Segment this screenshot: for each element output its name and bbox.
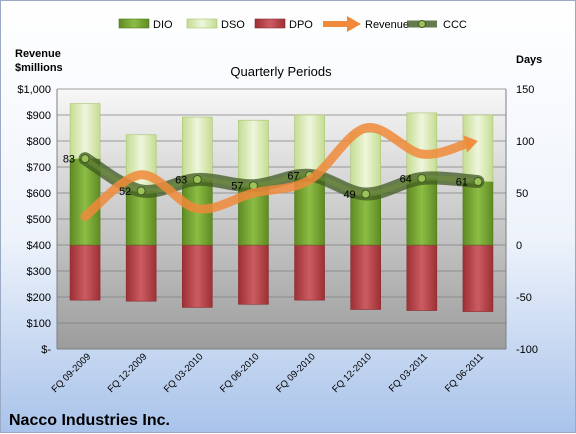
x-tick-label: FQ 09-2010 (274, 351, 318, 395)
x-tick-label: FQ 03-2011 (387, 351, 430, 394)
legend-swatch (118, 18, 150, 29)
ccc-data-label: 61 (456, 177, 468, 189)
revenue-arrowhead (463, 135, 478, 153)
ccc-data-label: 57 (231, 181, 243, 193)
legend-arrowhead (347, 16, 361, 32)
legend: DIO DSO DPO Revenue CCC (118, 16, 467, 32)
x-tick-label: FQ 06-2011 (443, 351, 486, 394)
legend-swatch (186, 18, 218, 29)
dpo-bar (294, 244, 325, 301)
ccc-marker (80, 154, 90, 164)
dso-bar (238, 119, 269, 187)
dpo-bar (462, 244, 494, 312)
left-tick-label: $600 (27, 188, 51, 200)
ccc-data-label: 67 (287, 170, 299, 182)
left-axis-title-line2: $millions (15, 62, 63, 74)
ccc-data-label: 63 (175, 174, 187, 186)
ccc-marker (136, 186, 146, 196)
dio-bar (462, 181, 494, 246)
x-tick-label: FQ 06-2010 (218, 351, 262, 395)
legend-label: Revenue (365, 19, 409, 31)
ccc-marker (192, 174, 202, 184)
left-tick-label: $100 (27, 318, 51, 330)
right-tick-label: 0 (516, 240, 522, 252)
dpo-bar (69, 244, 101, 301)
left-tick-label: $400 (27, 240, 51, 252)
right-axis-title: Days (516, 54, 542, 66)
revenue-line (80, 123, 473, 221)
left-tick-label: $1,000 (17, 84, 51, 96)
ccc-marker (361, 189, 371, 199)
left-tick-label: $500 (27, 214, 51, 226)
dso-bar (350, 132, 381, 195)
dio-bar (294, 175, 325, 246)
chart-title: Quarterly Periods (230, 64, 332, 79)
ccc-data-label: 49 (343, 189, 355, 201)
ccc-marker (417, 173, 427, 183)
dpo-bar (406, 244, 438, 311)
legend-label: CCC (443, 19, 467, 31)
dso-bar (182, 116, 213, 180)
company-name: Nacco Industries Inc. (9, 412, 170, 429)
left-axis-title-line1: Revenue (15, 48, 61, 60)
left-tick-label: $300 (27, 266, 51, 278)
dpo-bar (350, 244, 381, 310)
ccc-marker (473, 177, 483, 187)
legend-label: DPO (289, 19, 313, 31)
lines: 83 52 63 57 67 49 64 61 (63, 123, 485, 221)
x-tick-label: FQ 12-2009 (106, 351, 150, 395)
legend-marker (418, 20, 426, 28)
ccc-data-label: 83 (63, 154, 75, 166)
legend-swatch (254, 18, 286, 29)
ccc-data-label: 64 (400, 173, 412, 185)
dso-bar (294, 114, 325, 176)
right-tick-label: -50 (516, 292, 532, 304)
left-tick-label: $800 (27, 136, 51, 148)
right-tick-label: -100 (516, 344, 538, 356)
dpo-bar (182, 244, 213, 308)
dso-bar (69, 103, 101, 159)
left-tick-label: $- (41, 344, 51, 356)
left-tick-label: $900 (27, 110, 51, 122)
dpo-bar (238, 244, 269, 305)
x-tick-label: FQ 09-2009 (50, 351, 94, 395)
dio-bar (350, 193, 381, 246)
right-tick-label: 100 (516, 136, 534, 148)
x-tick-label: FQ 03-2010 (162, 351, 206, 395)
ccc-data-label: 52 (119, 186, 131, 198)
right-tick-label: 150 (516, 84, 534, 96)
legend-label: DSO (221, 19, 245, 31)
legend-label: DIO (153, 19, 173, 31)
left-tick-label: $200 (27, 292, 51, 304)
dio-bar (125, 190, 157, 246)
dio-bar (406, 178, 438, 246)
left-tick-label: $700 (27, 162, 51, 174)
right-tick-label: 50 (516, 188, 528, 200)
dpo-bar (125, 244, 157, 302)
x-tick-label: FQ 12-2010 (330, 351, 374, 395)
